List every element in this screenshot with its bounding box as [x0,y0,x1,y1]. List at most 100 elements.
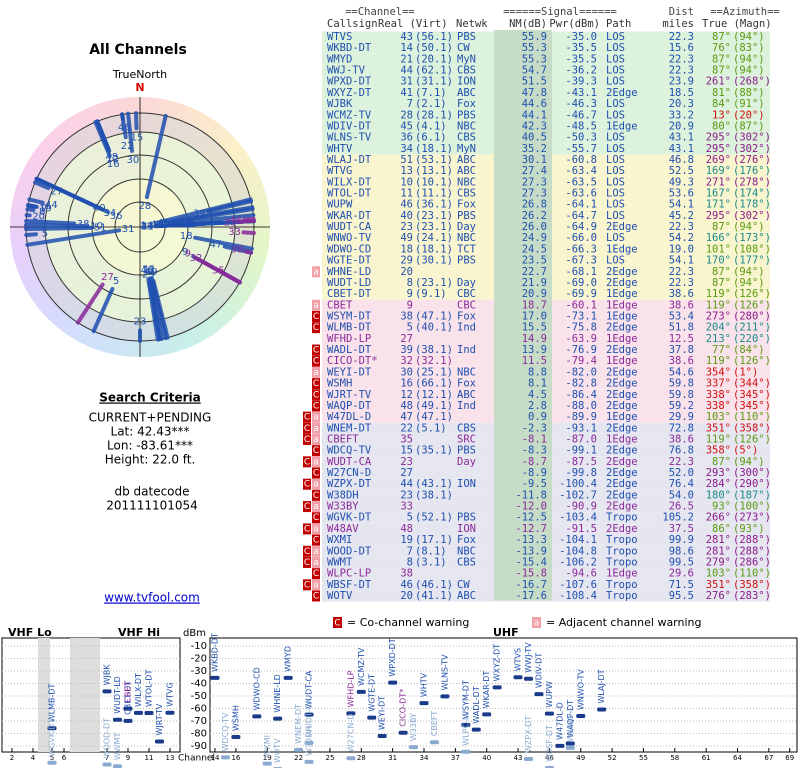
cell: WJBK [327,98,353,110]
polar-channel: 33 [228,227,241,238]
cell: WTVS [327,31,352,43]
polar-channel: 38 [77,219,90,230]
x-tick-label: 69 [785,754,794,762]
cell: LOS [606,76,625,88]
x-tick-label: 43 [514,754,523,762]
cell: 26.0 [522,221,547,233]
spectrum-mark [461,749,471,754]
spectrum-label: WXMI [263,735,272,758]
cell: 45.2 [669,210,694,222]
site-link[interactable]: www.tvfool.com [104,591,200,605]
cell: -86.4 [565,389,597,401]
spectrum-mark [102,689,112,694]
cell: -8.1 [522,433,547,445]
cell: 281° [706,545,731,557]
cell: Fox [457,534,476,546]
cell: 99.5 [669,556,694,568]
cell: 46.8 [669,154,694,166]
cell: W27CN-D [327,467,371,479]
cell: Fox [457,199,476,211]
cell: WOTV [327,590,353,602]
cell: (66.1) [415,378,453,390]
cell: Tropo [606,590,638,602]
spectrum-mark [534,692,544,697]
cell: (36.1) [415,199,453,211]
cell: LOS [606,154,625,166]
cell: -43.1 [565,87,597,99]
polar-signal [224,272,242,285]
cell: (62.1) [415,65,453,77]
cell: 2Edge [606,322,638,334]
polar-signal [24,223,90,229]
cell: 54.7 [522,65,547,77]
warning-text: C [313,469,319,479]
y-tick-label: -10 [191,641,207,652]
cell: CW [457,42,470,54]
cell: (110°) [733,411,771,423]
cell: 52.0 [669,467,694,479]
cell: -104.8 [559,545,597,557]
cell: 338° [706,389,731,401]
warning-text: a [313,413,319,423]
cell: -35.0 [565,31,597,43]
cell: -91.5 [565,523,597,535]
warning-box [303,523,311,535]
spectrum-mark [220,755,230,760]
cell: (280°) [733,311,771,323]
cell: 22.3 [669,456,694,468]
cell: -104.1 [559,534,597,546]
cell: (87°) [733,120,765,132]
cell: TCT [457,243,477,255]
cell: Day [457,277,476,289]
cell: (3.1) [415,556,447,568]
warning-box [312,478,320,490]
spectrum-label: WHNE-LD [273,674,282,712]
cell: 1Edge [606,120,638,132]
spectrum-mark [155,739,164,744]
y-tick-label: -20 [191,654,207,665]
cell: CBEFT [327,433,359,445]
cell: 43.1 [669,132,694,144]
spectrum-mark [565,745,575,750]
cell: 20 [400,590,413,602]
group-header: ======Signal====== [503,6,617,18]
cell: WSYM-DT [327,311,372,323]
spectrum-label: WTVS [514,648,523,671]
warning-box [303,411,311,423]
cell: (276°) [733,154,771,166]
spectrum-label: WGTE-DT [367,674,376,712]
spectrum-label: WKBD-DT [211,633,220,672]
polar-channel: 22 [121,141,134,152]
cell: (344°) [733,378,771,390]
cell: 23 [400,489,413,501]
cell: 8.8 [528,366,547,378]
column-header: Path [606,18,631,30]
spectrum-mark [210,675,220,680]
polar-channel: 46 [118,123,131,134]
cell: 2Edge [606,445,638,457]
cell: 27.3 [522,176,547,188]
cell: 5 [407,512,413,524]
warning-text: a [313,267,319,277]
cell: 55.3 [522,53,547,65]
cell: NBC [457,176,476,188]
warning-text: C [304,413,310,423]
cell: -46.3 [565,98,597,110]
cell: 44.1 [522,109,547,121]
spectrum-mark [134,710,143,715]
cell: 4.5 [528,389,547,401]
cell: -16.7 [515,579,547,591]
cell: 38.6 [669,355,694,367]
warning-box [312,378,320,390]
cell: -8.7 [522,456,547,468]
cell: 2Edge [606,378,638,390]
cell: 54.1 [669,255,694,267]
cell: 2Edge [606,400,638,412]
cell: 1Edge [606,311,638,323]
cell: LOS [606,132,625,144]
cell: LOS [606,255,625,267]
x-tick-label: 58 [670,754,679,762]
cell: -13.9 [515,545,547,557]
polar-signal [33,180,51,191]
cell: 2Edge [606,87,638,99]
